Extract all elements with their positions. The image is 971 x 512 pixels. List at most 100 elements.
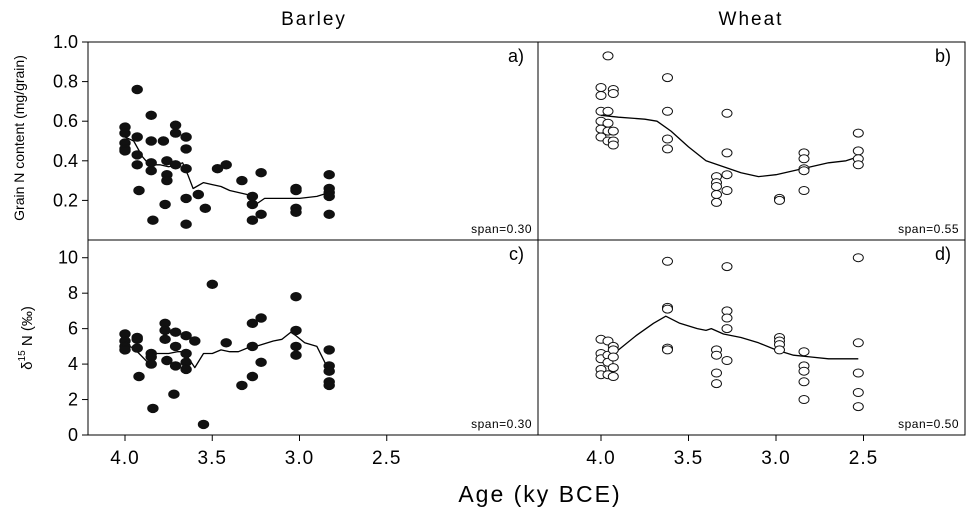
x-tick-label: 3.5: [198, 448, 227, 469]
data-point: [290, 207, 302, 218]
data-point: [662, 144, 673, 154]
data-point: [290, 325, 302, 336]
data-point: [607, 363, 619, 373]
data-point: [206, 279, 219, 289]
data-point: [711, 182, 722, 191]
data-point: [290, 350, 302, 360]
data-point: [852, 338, 864, 348]
data-point: [323, 209, 335, 220]
data-point: [169, 128, 182, 138]
data-point: [711, 379, 722, 389]
data-point: [145, 166, 157, 176]
data-point: [798, 166, 810, 176]
loess-smooth-line: [600, 114, 859, 178]
panel-letter: a): [508, 46, 524, 66]
y-tick-label: 2: [68, 390, 78, 410]
panel-c: 0 2 4 6 8 10 4.0 3.5 3.0 2.5 c) span=0.30: [58, 239, 539, 469]
data-point: [236, 175, 248, 186]
data-point: [145, 359, 157, 369]
data-point: [662, 345, 673, 355]
data-point: [180, 144, 192, 154]
data-point: [798, 366, 810, 376]
y-tick-label: 4: [68, 354, 78, 374]
data-point: [595, 83, 607, 92]
n-permil-text: N (‰): [19, 306, 36, 350]
data-point: [798, 186, 810, 195]
data-point: [602, 51, 614, 61]
data-point: [161, 156, 173, 166]
data-point: [180, 164, 192, 174]
data-point: [662, 106, 673, 116]
data-point: [211, 164, 224, 174]
data-point: [798, 377, 810, 387]
data-point: [161, 175, 173, 186]
data-point: [852, 160, 864, 170]
panels-group: 0.2 0.4 0.6 0.8 1.0 a) span=0.30 b) span=0.55 0 2 4…: [53, 32, 966, 469]
data-point: [852, 368, 864, 378]
data-point: [711, 197, 722, 207]
data-point: [189, 336, 201, 346]
span-annotation: span=0.50: [898, 417, 959, 431]
data-point: [290, 292, 302, 302]
data-point: [602, 118, 614, 128]
data-point: [852, 253, 864, 263]
data-point: [197, 419, 210, 430]
data-point: [169, 160, 182, 170]
data-point: [131, 84, 143, 95]
span-annotation: span=0.30: [471, 222, 532, 236]
x-tick-label: 3.0: [761, 448, 790, 469]
data-point: [246, 341, 259, 352]
x-tick-label: 3.5: [674, 448, 703, 469]
data-point: [236, 380, 248, 391]
data-point: [246, 371, 259, 382]
data-point: [119, 146, 131, 156]
y-axis-label-delta15n: δ15 N (‰): [17, 306, 36, 370]
data-point: [131, 132, 143, 142]
data-point: [852, 388, 864, 397]
data-point: [711, 350, 722, 360]
data-point: [255, 313, 267, 323]
data-point: [119, 128, 131, 138]
data-point: [180, 193, 192, 204]
data-point: [798, 154, 810, 164]
data-point: [798, 347, 810, 357]
y-tick-label: 10: [58, 248, 78, 268]
data-point: [662, 304, 673, 314]
span-annotation: span=0.55: [898, 222, 959, 236]
data-point: [711, 368, 722, 378]
data-point: [662, 134, 673, 144]
delta-symbol: δ: [19, 361, 36, 369]
panel-a: 0.2 0.4 0.6 0.8 1.0 a) span=0.30: [53, 32, 539, 241]
y-tick-label: 0.2: [53, 190, 78, 210]
y-tick-label: 1.0: [53, 32, 78, 52]
data-point: [147, 215, 159, 225]
data-point: [220, 338, 232, 348]
x-tick-label: 2.5: [849, 448, 878, 469]
x-axis-label: Age (ky BCE): [458, 481, 621, 507]
y-tick-label: 0.6: [53, 111, 78, 131]
data-point: [145, 158, 157, 168]
data-point: [662, 73, 673, 83]
data-point: [721, 356, 733, 365]
data-point: [607, 372, 619, 381]
data-point: [133, 185, 145, 196]
panel-frame: [537, 239, 966, 436]
data-point: [180, 364, 192, 375]
data-point: [168, 389, 180, 399]
data-point: [721, 262, 733, 272]
data-point: [169, 361, 182, 371]
panel-b: b) span=0.55: [537, 41, 966, 241]
column-title-barley: Barley: [281, 9, 347, 30]
y-axis-label-grain-n: Grain N content (mg/grain): [11, 55, 27, 221]
data-point: [119, 345, 131, 355]
data-point: [157, 136, 170, 146]
data-point: [133, 371, 145, 382]
data-point: [169, 327, 182, 337]
data-point: [607, 352, 619, 362]
y-tick-label: 0.8: [53, 72, 78, 92]
data-point: [246, 318, 259, 328]
data-point: [131, 334, 143, 344]
data-point: [147, 403, 159, 414]
data-point: [131, 150, 143, 160]
data-point: [323, 366, 335, 376]
